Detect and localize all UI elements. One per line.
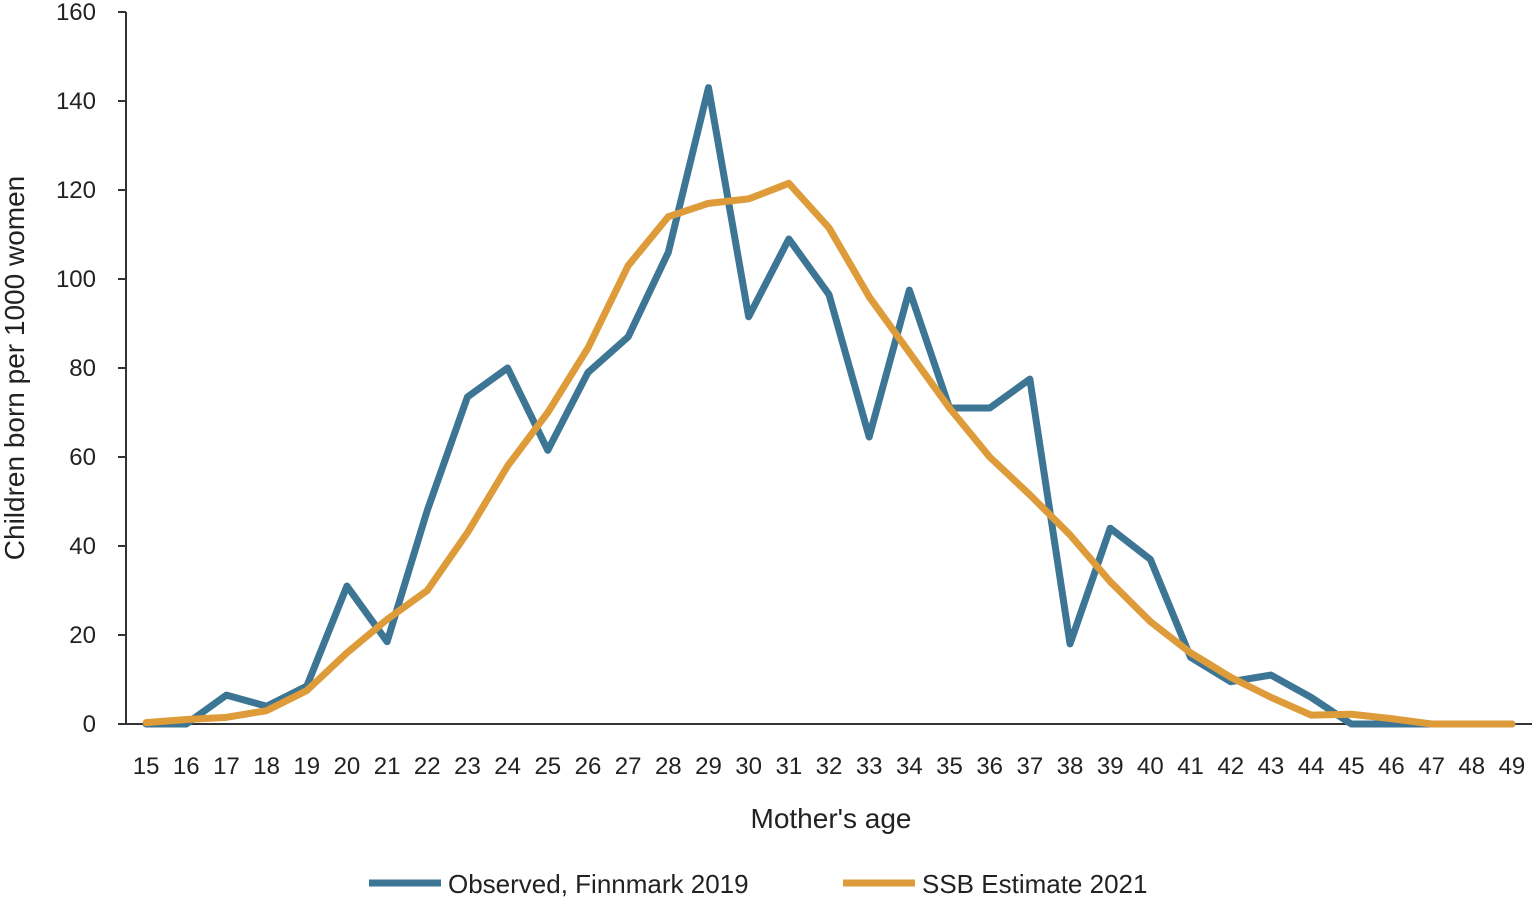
x-tick-label: 19 <box>293 753 320 780</box>
x-axis-ticks: 15 16 17 18 19 20 21 22 23 24 25 26 27 28 29 30 31 32 33 34… <box>133 753 1526 780</box>
y-tick-label: 120 <box>56 177 96 204</box>
x-tick-label: 42 <box>1217 753 1244 780</box>
x-tick-label: 44 <box>1298 753 1325 780</box>
y-tick-label: 0 <box>83 711 96 738</box>
series-line-observed <box>142 84 1516 728</box>
x-tick-label: 24 <box>494 753 521 780</box>
x-tick-label: 40 <box>1137 753 1164 780</box>
x-tick-label: 47 <box>1418 753 1445 780</box>
x-tick-label: 46 <box>1378 753 1405 780</box>
y-tick-label: 80 <box>69 355 96 382</box>
x-tick-label: 28 <box>655 753 682 780</box>
y-axis-ticks: 0 20 40 60 80 100 120 140 160 <box>56 0 126 738</box>
x-tick-label: 25 <box>534 753 561 780</box>
series-layer <box>142 84 1516 728</box>
x-tick-label: 22 <box>414 753 441 780</box>
x-tick-label: 39 <box>1097 753 1124 780</box>
x-axis-title: Mother's age <box>751 803 912 834</box>
x-tick-label: 23 <box>454 753 481 780</box>
x-tick-label: 15 <box>133 753 160 780</box>
x-tick-label: 49 <box>1499 753 1526 780</box>
x-tick-label: 21 <box>374 753 401 780</box>
y-tick-label: 160 <box>56 0 96 26</box>
x-tick-label: 33 <box>856 753 883 780</box>
x-tick-label: 45 <box>1338 753 1365 780</box>
x-tick-label: 27 <box>615 753 642 780</box>
x-tick-label: 32 <box>816 753 843 780</box>
y-tick-label: 40 <box>69 533 96 560</box>
legend-label-ssb: SSB Estimate 2021 <box>922 869 1147 899</box>
x-tick-label: 43 <box>1258 753 1285 780</box>
x-tick-label: 26 <box>575 753 602 780</box>
x-tick-label: 48 <box>1458 753 1485 780</box>
x-tick-label: 18 <box>253 753 280 780</box>
x-tick-label: 37 <box>1017 753 1044 780</box>
y-tick-label: 60 <box>69 444 96 471</box>
x-tick-label: 41 <box>1177 753 1204 780</box>
series-line-ssb <box>142 179 1516 728</box>
x-tick-label: 29 <box>695 753 722 780</box>
x-tick-label: 36 <box>976 753 1003 780</box>
legend-label-observed: Observed, Finnmark 2019 <box>448 869 749 899</box>
x-tick-label: 35 <box>936 753 963 780</box>
x-tick-label: 17 <box>213 753 240 780</box>
legend: Observed, Finnmark 2019 SSB Estimate 202… <box>369 869 1147 899</box>
x-tick-label: 34 <box>896 753 923 780</box>
x-tick-label: 38 <box>1057 753 1084 780</box>
x-tick-label: 20 <box>334 753 361 780</box>
y-tick-label: 140 <box>56 88 96 115</box>
x-tick-label: 30 <box>735 753 762 780</box>
x-tick-label: 31 <box>775 753 802 780</box>
y-tick-label: 20 <box>69 622 96 649</box>
x-tick-label: 16 <box>173 753 200 780</box>
y-axis-title: Children born per 1000 women <box>0 176 30 560</box>
y-tick-label: 100 <box>56 266 96 293</box>
